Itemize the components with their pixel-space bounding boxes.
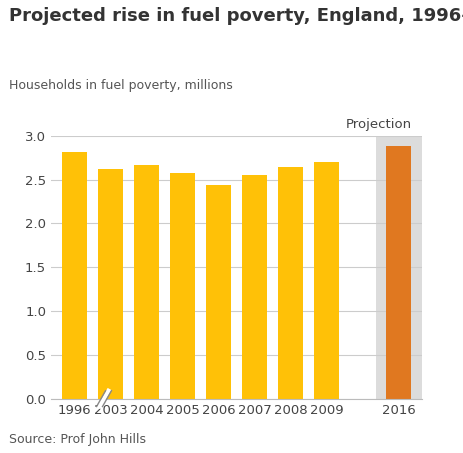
Bar [277, 167, 303, 399]
Bar [375, 136, 420, 399]
Bar [169, 173, 195, 399]
Text: Households in fuel poverty, millions: Households in fuel poverty, millions [9, 79, 232, 92]
Bar [98, 169, 123, 399]
Bar [313, 162, 338, 399]
Bar [242, 175, 267, 399]
Bar [385, 146, 411, 399]
Bar [134, 165, 159, 399]
Bar [62, 152, 87, 399]
Bar [206, 185, 231, 399]
Text: Source: Prof John Hills: Source: Prof John Hills [9, 433, 146, 446]
Text: Projection: Projection [344, 118, 411, 130]
Text: Projected rise in fuel poverty, England, 1996-2016: Projected rise in fuel poverty, England,… [9, 7, 463, 25]
